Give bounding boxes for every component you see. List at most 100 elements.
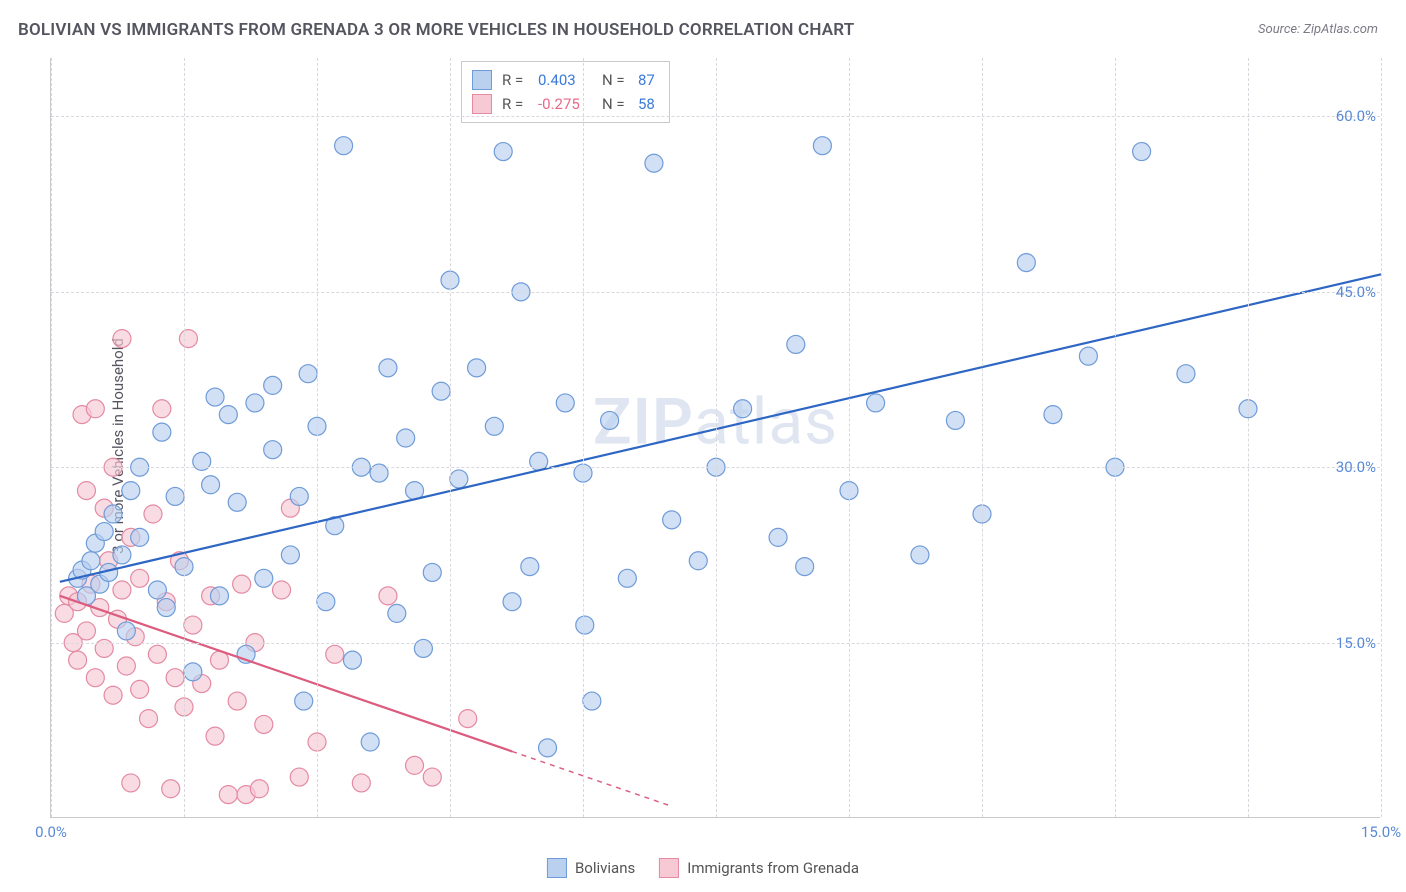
scatter-point-grenada — [113, 581, 131, 599]
scatter-point-grenada — [379, 587, 397, 605]
bottom-legend: Bolivians Immigrants from Grenada — [547, 858, 859, 878]
gridline-v — [184, 58, 185, 817]
scatter-point-bolivians — [113, 546, 131, 564]
scatter-point-grenada — [144, 505, 162, 523]
legend-swatch — [547, 858, 567, 878]
scatter-point-bolivians — [911, 546, 929, 564]
scatter-point-bolivians — [122, 482, 140, 500]
gridline-v — [51, 58, 52, 817]
gridline-v — [450, 58, 451, 817]
scatter-point-bolivians — [255, 569, 273, 587]
y-tick-label: 60.0% — [1336, 107, 1384, 125]
scatter-point-bolivians — [813, 137, 831, 155]
legend-item: Immigrants from Grenada — [659, 858, 859, 878]
chart-title: BOLIVIAN VS IMMIGRANTS FROM GRENADA 3 OR… — [18, 20, 854, 40]
scatter-point-bolivians — [663, 511, 681, 529]
scatter-point-bolivians — [601, 411, 619, 429]
scatter-point-grenada — [69, 651, 87, 669]
legend-label: Immigrants from Grenada — [687, 859, 859, 877]
scatter-point-grenada — [179, 330, 197, 348]
y-tick-label: 30.0% — [1336, 458, 1384, 476]
scatter-point-bolivians — [1133, 143, 1151, 161]
scatter-point-bolivians — [867, 394, 885, 412]
scatter-point-bolivians — [388, 604, 406, 622]
gridline-v — [1381, 58, 1382, 817]
scatter-point-bolivians — [148, 581, 166, 599]
scatter-point-bolivians — [295, 692, 313, 710]
scatter-point-bolivians — [202, 476, 220, 494]
scatter-point-grenada — [228, 692, 246, 710]
scatter-point-grenada — [250, 780, 268, 798]
scatter-point-bolivians — [335, 137, 353, 155]
scatter-point-bolivians — [494, 143, 512, 161]
scatter-point-bolivians — [104, 505, 122, 523]
scatter-point-bolivians — [503, 593, 521, 611]
scatter-point-grenada — [77, 482, 95, 500]
scatter-point-grenada — [162, 780, 180, 798]
scatter-point-grenada — [273, 581, 291, 599]
scatter-point-bolivians — [82, 552, 100, 570]
scatter-point-grenada — [122, 774, 140, 792]
scatter-point-grenada — [184, 616, 202, 634]
gridline-v — [1115, 58, 1116, 817]
scatter-point-grenada — [166, 669, 184, 687]
scatter-point-bolivians — [153, 423, 171, 441]
scatter-point-grenada — [290, 768, 308, 786]
chart-container: BOLIVIAN VS IMMIGRANTS FROM GRENADA 3 OR… — [0, 0, 1406, 892]
scatter-point-grenada — [86, 669, 104, 687]
legend-label: Bolivians — [575, 859, 635, 877]
scatter-point-bolivians — [219, 406, 237, 424]
scatter-point-bolivians — [583, 692, 601, 710]
scatter-point-grenada — [131, 569, 149, 587]
scatter-point-bolivians — [299, 365, 317, 383]
scatter-point-bolivians — [228, 493, 246, 511]
scatter-point-bolivians — [539, 739, 557, 757]
gridline-v — [583, 58, 584, 817]
gridline-v — [716, 58, 717, 817]
scatter-point-grenada — [113, 330, 131, 348]
scatter-point-bolivians — [689, 552, 707, 570]
scatter-point-bolivians — [1079, 347, 1097, 365]
scatter-point-bolivians — [796, 558, 814, 576]
scatter-point-bolivians — [521, 558, 539, 576]
scatter-point-grenada — [153, 400, 171, 418]
scatter-point-bolivians — [485, 417, 503, 435]
scatter-point-bolivians — [131, 528, 149, 546]
gridline-v — [1248, 58, 1249, 817]
scatter-point-bolivians — [264, 376, 282, 394]
scatter-point-grenada — [233, 575, 251, 593]
scatter-point-grenada — [131, 680, 149, 698]
scatter-point-grenada — [352, 774, 370, 792]
scatter-point-grenada — [86, 400, 104, 418]
scatter-point-bolivians — [264, 441, 282, 459]
scatter-point-bolivians — [281, 546, 299, 564]
scatter-point-bolivians — [787, 335, 805, 353]
trend-line-grenada-dashed — [512, 751, 672, 806]
scatter-point-bolivians — [343, 651, 361, 669]
scatter-point-bolivians — [95, 523, 113, 541]
scatter-point-bolivians — [946, 411, 964, 429]
scatter-point-bolivians — [210, 587, 228, 605]
scatter-point-bolivians — [317, 593, 335, 611]
scatter-point-grenada — [406, 756, 424, 774]
scatter-point-bolivians — [618, 569, 636, 587]
scatter-point-grenada — [140, 710, 158, 728]
scatter-point-bolivians — [576, 616, 594, 634]
scatter-point-grenada — [255, 715, 273, 733]
x-tick-label: 15.0% — [1361, 823, 1401, 841]
scatter-point-grenada — [423, 768, 441, 786]
scatter-point-bolivians — [734, 400, 752, 418]
scatter-point-grenada — [326, 645, 344, 663]
scatter-point-bolivians — [117, 622, 135, 640]
y-tick-label: 45.0% — [1336, 283, 1384, 301]
x-tick-label: 0.0% — [35, 823, 67, 841]
scatter-point-bolivians — [1044, 406, 1062, 424]
scatter-point-bolivians — [157, 599, 175, 617]
scatter-point-grenada — [206, 727, 224, 745]
scatter-point-grenada — [148, 645, 166, 663]
scatter-point-bolivians — [206, 388, 224, 406]
scatter-point-bolivians — [423, 563, 441, 581]
scatter-point-grenada — [117, 657, 135, 675]
gridline-v — [849, 58, 850, 817]
scatter-point-bolivians — [450, 470, 468, 488]
